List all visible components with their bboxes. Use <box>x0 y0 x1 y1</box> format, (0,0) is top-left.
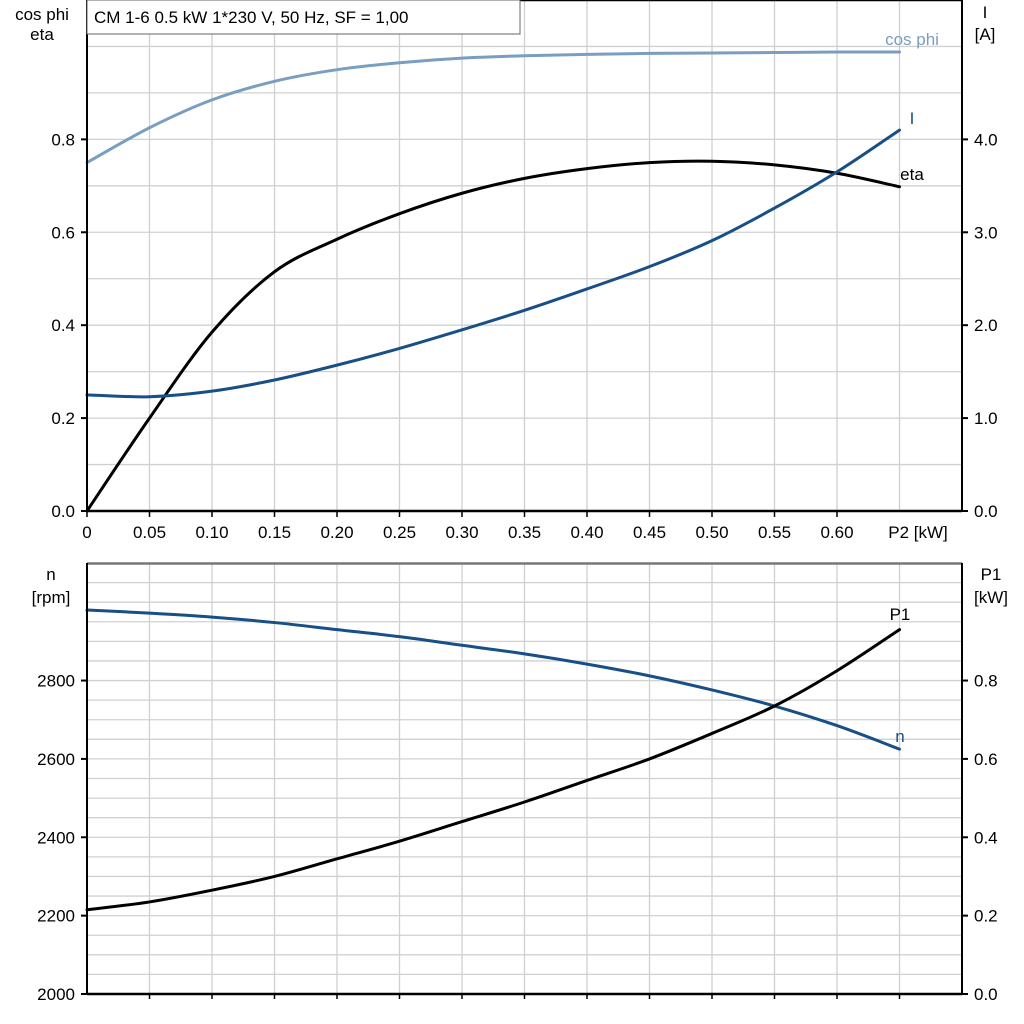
title-box: CM 1-6 0.5 kW 1*230 V, 50 Hz, SF = 1,00 <box>86 0 521 35</box>
curve-eta <box>85 159 901 513</box>
top-left-axis-label-2: eta <box>30 25 54 44</box>
x-tick-label: 0.40 <box>570 523 603 542</box>
x-tick-label: 0.60 <box>820 523 853 542</box>
top-left-axis-label-1: cos phi <box>15 5 69 24</box>
top-right-axis-label-1: I <box>983 3 988 22</box>
y-tick-label-right: 2.0 <box>974 316 998 335</box>
y-tick-label-right: 4.0 <box>974 130 998 149</box>
y-tick-label-right: 0.2 <box>974 907 998 926</box>
series-label-eta: eta <box>900 165 924 184</box>
curve-cos-phi <box>85 50 901 165</box>
y-tick-label-left: 2800 <box>37 672 75 691</box>
chart-title: CM 1-6 0.5 kW 1*230 V, 50 Hz, SF = 1,00 <box>94 8 409 27</box>
bottom-right-axis-label-1: P1 <box>981 565 1002 584</box>
y-tick-label-right: 0.6 <box>974 750 998 769</box>
x-tick-label: 0.45 <box>633 523 666 542</box>
x-axis-label: P2 [kW] <box>888 523 948 542</box>
series-label-P1: P1 <box>890 605 911 624</box>
x-tick-label: 0.30 <box>445 523 478 542</box>
y-tick-label-left: 2000 <box>37 985 75 1004</box>
x-tick-label: 0.55 <box>758 523 791 542</box>
y-tick-label-left: 0.6 <box>51 223 75 242</box>
x-tick-label: 0.35 <box>508 523 541 542</box>
bottom-left-axis-label-2: [rpm] <box>32 588 71 607</box>
x-tick-label: 0 <box>82 523 91 542</box>
y-tick-label-right: 3.0 <box>974 223 998 242</box>
x-tick-label: 0.15 <box>258 523 291 542</box>
top-right-axis-label-2: [A] <box>975 25 996 44</box>
bottom-right-axis-label-2: [kW] <box>974 588 1008 607</box>
y-tick-label-left: 2600 <box>37 750 75 769</box>
y-tick-label-left: 2200 <box>37 907 75 926</box>
x-tick-label: 0.10 <box>195 523 228 542</box>
y-tick-label-left: 0.4 <box>51 316 75 335</box>
series-label-cos-phi: cos phi <box>885 30 939 49</box>
series-label-n: n <box>895 727 904 746</box>
curve-n <box>85 608 901 751</box>
x-tick-label: 0.05 <box>133 523 166 542</box>
y-tick-label-right: 0.8 <box>974 672 998 691</box>
y-tick-label-left: 0.2 <box>51 409 75 428</box>
y-tick-label-right: 0.4 <box>974 828 998 847</box>
curve-I <box>85 128 901 399</box>
x-tick-label: 0.25 <box>383 523 416 542</box>
y-tick-label-left: 2400 <box>37 828 75 847</box>
x-tick-label: 0.20 <box>320 523 353 542</box>
x-tick-label: 0.50 <box>695 523 728 542</box>
curve-P1 <box>85 628 901 912</box>
y-tick-label-right: 0.0 <box>974 502 998 521</box>
bottom-left-axis-label-1: n <box>46 565 55 584</box>
y-tick-label-left: 0.8 <box>51 130 75 149</box>
y-tick-label-right: 1.0 <box>974 409 998 428</box>
y-tick-label-right: 0.0 <box>974 985 998 1004</box>
series-label-I: I <box>910 109 915 128</box>
y-tick-label-left: 0.0 <box>51 502 75 521</box>
